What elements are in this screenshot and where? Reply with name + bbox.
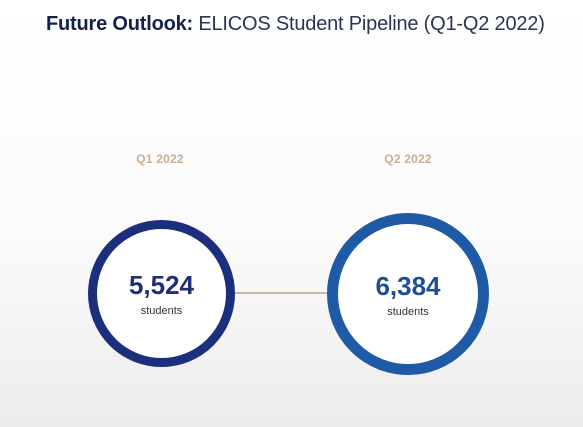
connector-line [234,292,330,294]
q1-unit: students [140,305,183,317]
slide-title: Future Outlook: ELICOS Student Pipeline … [46,10,545,38]
q2-unit: students [387,306,429,318]
slide-title-rest: ELICOS Student Pipeline (Q1-Q2 2022) [198,13,545,35]
q2-value: 6,384 [375,271,441,301]
q1-circle: 5,524 students [88,220,235,367]
slide-title-bold: Future Outlook: [46,13,193,35]
q2-label: Q2 2022 [384,152,432,166]
q2-circle-content: 6,384 students [338,271,478,319]
q1-value: 5,524 [128,270,195,300]
q2-circle: 6,384 students [327,213,489,375]
q1-circle-content: 5,524 students [97,270,226,318]
q1-label: Q1 2022 [136,152,184,166]
